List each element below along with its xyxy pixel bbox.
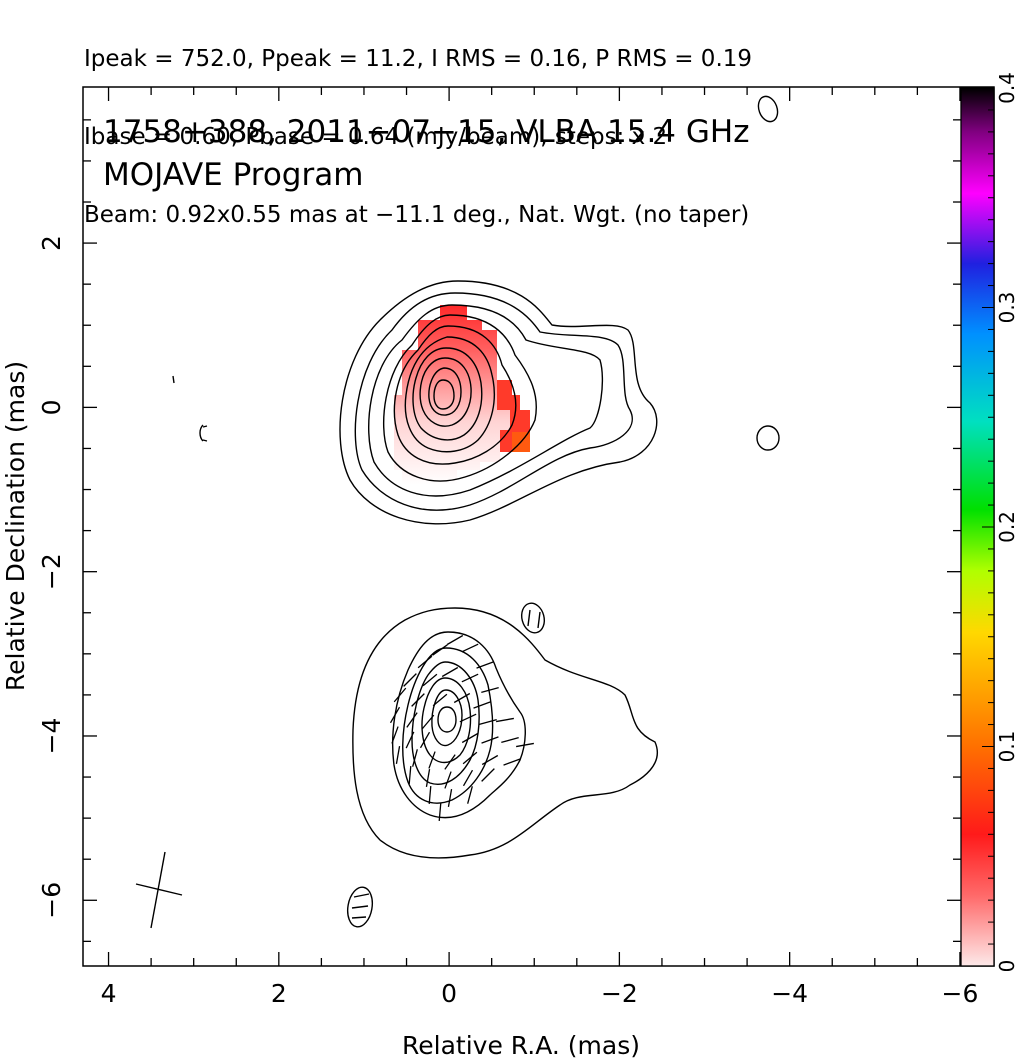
evpa-tick	[444, 771, 452, 789]
evpa-tick	[441, 666, 459, 678]
x-axis-ticks	[107, 87, 961, 966]
lower-component-contours	[352, 607, 658, 859]
y-tick-label: −2	[37, 553, 66, 590]
y-axis-ticks	[83, 119, 961, 943]
evpa-tick	[417, 655, 433, 669]
evpa-tick	[467, 786, 473, 804]
y-tick-labels: 2 0 −2 −4 −6	[37, 235, 66, 919]
x-tick-labels: 4 2 0 −2 −4 −6	[101, 979, 979, 1008]
evpa-tick	[395, 746, 401, 764]
evpa-tick	[425, 769, 431, 787]
colorbar-ticks	[982, 87, 994, 967]
evpa-tick	[428, 785, 432, 805]
evpa-tick	[481, 754, 499, 766]
y-axis-label: Relative Declination (mas)	[1, 361, 30, 691]
evpa-tick	[459, 713, 477, 723]
evpa-tick	[406, 712, 418, 728]
evpa-tick	[516, 742, 534, 748]
header-line-3: Beam: 0.92x0.55 mas at −11.1 deg., Nat. …	[84, 202, 750, 228]
evpa-tick	[411, 693, 425, 707]
evpa-tick	[481, 687, 499, 693]
evpa-tick	[481, 768, 495, 782]
header-text: Ipeak = 752.0, Ppeak = 11.2, I RMS = 0.1…	[84, 0, 752, 254]
evpa-tick	[479, 719, 497, 725]
evpa-tick	[408, 765, 412, 785]
evpa-tick	[391, 726, 399, 744]
evpa-tick	[496, 717, 514, 723]
colorbar-tick-label: 0.4	[995, 72, 1019, 104]
colorbar-tick-label: 0	[995, 960, 1019, 973]
evpa-tick	[461, 643, 479, 653]
evpa-tick	[432, 693, 448, 707]
evpa-tick	[476, 661, 494, 669]
evpa-tick	[503, 758, 521, 766]
y-tick-label: 0	[37, 399, 66, 415]
evpa-tick	[419, 731, 431, 749]
colorbar-tick-label: 0.2	[995, 511, 1019, 543]
chart-title-line-2: MOJAVE Program	[103, 157, 363, 193]
x-axis-label: Relative R.A. (mas)	[402, 1031, 640, 1060]
evpa-tick	[403, 673, 417, 687]
evpa-tick	[438, 802, 442, 822]
evpa-tick	[501, 737, 519, 743]
polarization-vectors	[389, 634, 534, 822]
x-tick-label: 4	[101, 979, 117, 1008]
evpa-tick	[453, 692, 471, 704]
isolated-contours	[172, 95, 780, 928]
x-tick-label: 2	[271, 979, 287, 1008]
colorbar-tick-labels: 0 0.1 0.2 0.3 0.4	[995, 72, 1019, 972]
evpa-tick	[432, 644, 448, 656]
x-tick-label: −4	[771, 979, 808, 1008]
evpa-tick	[421, 714, 435, 730]
evpa-tick	[389, 706, 401, 724]
evpa-tick	[393, 687, 407, 703]
colorbar-tick-label: 0.3	[995, 292, 1019, 324]
header-line-2: Ibase = 0.60, Pbase = 0.64 (mJy/beam), s…	[84, 124, 668, 150]
x-tick-label: −2	[601, 979, 638, 1008]
evpa-tick	[444, 754, 456, 770]
x-tick-label: −6	[942, 979, 979, 1008]
y-tick-label: −4	[37, 718, 66, 755]
evpa-tick	[422, 673, 438, 687]
evpa-tick	[405, 731, 415, 749]
evpa-tick	[461, 732, 479, 744]
plot-frame	[82, 86, 995, 967]
evpa-tick	[428, 751, 436, 769]
polarization-patch	[394, 305, 530, 485]
evpa-tick	[446, 634, 464, 646]
evpa-tick	[461, 673, 479, 683]
evpa-tick	[447, 789, 453, 807]
header-line-1: Ipeak = 752.0, Ppeak = 11.2, I RMS = 0.1…	[84, 46, 753, 72]
evpa-tick	[412, 749, 418, 767]
y-tick-label: −6	[37, 882, 66, 919]
beam-marker	[135, 851, 183, 929]
y-tick-label: 2	[37, 235, 66, 251]
evpa-tick	[462, 751, 478, 765]
colorbar-tick-label: 0.1	[995, 731, 1019, 763]
evpa-tick	[462, 769, 474, 787]
evpa-tick	[481, 736, 499, 744]
x-tick-label: 0	[441, 979, 457, 1008]
upper-component-contours	[339, 280, 658, 525]
evpa-tick	[473, 701, 491, 709]
chart-title-line-1: 1758+388, 2011−07−15, VLBA 15.4 GHz	[103, 114, 749, 150]
